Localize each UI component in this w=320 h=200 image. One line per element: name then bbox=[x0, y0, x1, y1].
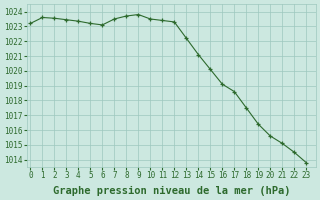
X-axis label: Graphe pression niveau de la mer (hPa): Graphe pression niveau de la mer (hPa) bbox=[52, 186, 290, 196]
